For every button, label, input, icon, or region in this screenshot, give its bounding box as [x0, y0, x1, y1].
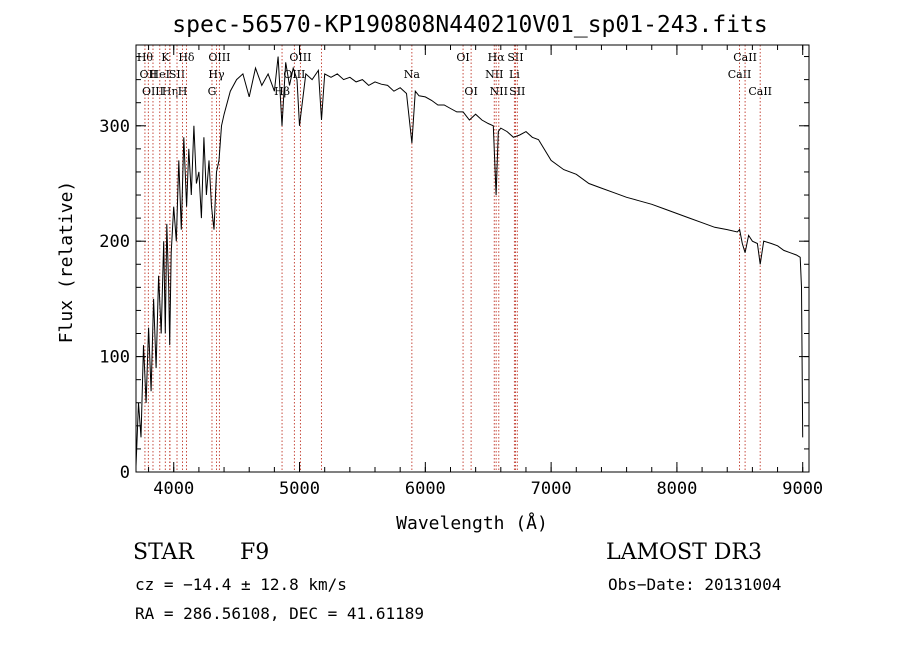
x-axis-label: Wavelength (Å)	[396, 512, 548, 534]
x-tick-label: 4000	[153, 479, 194, 499]
line-marker-label: NII	[485, 68, 503, 81]
y-tick-label: 100	[99, 348, 130, 368]
object-class: STAR	[133, 540, 194, 565]
y-tick-label: 200	[99, 232, 130, 252]
x-tick-label: 8000	[656, 479, 697, 499]
line-marker-label: OI	[456, 51, 469, 64]
line-marker-label: Hδ	[178, 51, 195, 64]
line-marker-label: SII	[507, 51, 523, 64]
plot-frame	[135, 44, 810, 473]
y-axis-label: Flux (relative)	[56, 181, 77, 344]
x-tick-label: 6000	[405, 479, 446, 499]
line-marker-label: Li	[509, 68, 520, 81]
line-marker-label: Hβ	[274, 85, 290, 98]
line-marker-label: CaII	[733, 51, 757, 64]
line-marker-label: CaII	[728, 68, 752, 81]
line-marker-label: OIII	[142, 85, 164, 98]
spectrum-line	[135, 56, 804, 467]
line-marker-label: OIII	[289, 51, 311, 64]
line-marker-label: SII	[169, 68, 185, 81]
axis-ticks: 4000 5000 6000 7000 8000 9000 0 100 200 300	[99, 45, 823, 499]
line-marker-label: Na	[404, 68, 421, 81]
line-marker-label: NII	[490, 85, 508, 98]
line-marker-label: K	[161, 51, 170, 64]
line-marker-label: Hα	[488, 51, 506, 64]
y-tick-label: 300	[99, 117, 130, 137]
line-marker-label: G	[208, 85, 217, 98]
survey-name: LAMOST DR3	[606, 540, 762, 565]
y-tick-label: 0	[120, 463, 130, 483]
line-marker-label: Hγ	[208, 68, 225, 81]
x-tick-label: 9000	[782, 479, 823, 499]
coordinates: RA = 286.56108, DEC = 41.61189	[135, 604, 424, 623]
x-tick-label: 7000	[531, 479, 572, 499]
line-marker-label: CaII	[748, 85, 772, 98]
line-marker-label: H	[178, 85, 188, 98]
object-subclass: F9	[240, 540, 270, 565]
obs-date: Obs−Date: 20131004	[608, 575, 782, 594]
line-marker-label: SII	[509, 85, 525, 98]
line-marker-label: OI	[464, 85, 477, 98]
redshift-text: cz = −14.4 ± 12.8 km/s	[135, 575, 347, 594]
chart-title: spec-56570-KP190808N440210V01_sp01-243.f…	[172, 12, 767, 38]
line-marker-label: OIII	[208, 51, 230, 64]
x-tick-label: 5000	[279, 479, 320, 499]
line-marker-label: Hθ	[137, 51, 154, 64]
line-marker-label: HeI	[150, 68, 170, 81]
line-marker-label: OIII	[283, 68, 305, 81]
